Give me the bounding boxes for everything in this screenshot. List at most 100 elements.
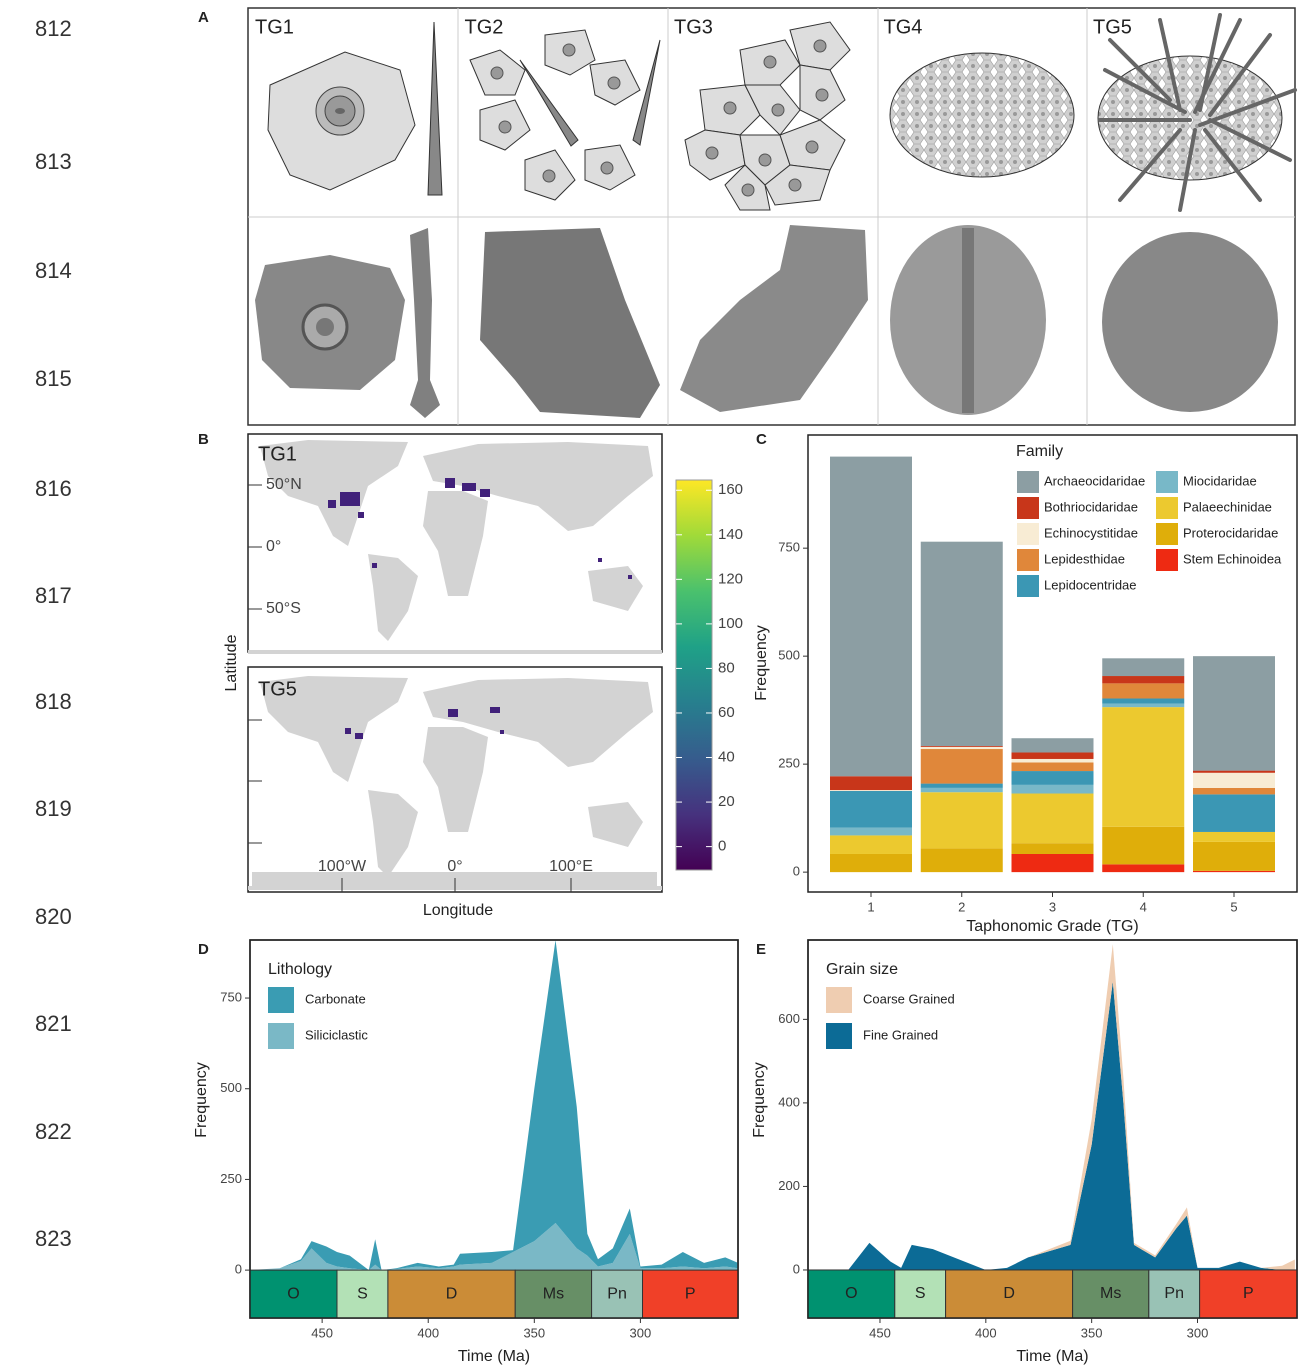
panel-label: B xyxy=(198,431,209,448)
legend-title: Family xyxy=(1016,443,1063,460)
legend-swatch xyxy=(1156,497,1178,519)
bar-segment xyxy=(1102,827,1184,865)
bar-segment xyxy=(1193,773,1275,788)
legend-swatch xyxy=(268,1023,294,1049)
legend-swatch xyxy=(1156,471,1178,493)
colorbar-label: 160 xyxy=(718,481,743,498)
bar-segment xyxy=(1102,676,1184,683)
legend-swatch xyxy=(1017,575,1039,597)
legend-label: Carbonate xyxy=(305,991,366,1006)
legend-label: Proterocidaridae xyxy=(1183,525,1278,540)
axis-title: Taphonomic Grade (TG) xyxy=(966,918,1139,935)
bar-segment xyxy=(1012,785,1094,794)
map-title: TG1 xyxy=(258,443,297,465)
y-tick-label: 400 xyxy=(778,1094,800,1109)
colorbar-label: 60 xyxy=(718,704,735,721)
line-number: 813 xyxy=(35,149,72,174)
legend-swatch xyxy=(1017,471,1039,493)
legend-label: Lepidocentridae xyxy=(1044,577,1137,592)
panel-label: D xyxy=(198,941,209,958)
line-number: 812 xyxy=(35,16,72,41)
bar-segment xyxy=(1193,771,1275,773)
bar-segment xyxy=(921,788,1003,792)
bar-segment xyxy=(1102,707,1184,827)
line-number: 822 xyxy=(35,1119,72,1144)
period-label: D xyxy=(446,1285,458,1302)
bar-segment xyxy=(830,457,912,777)
lat-label: 50°N xyxy=(266,476,302,493)
colorbar-label: 40 xyxy=(718,748,735,765)
legend-swatch xyxy=(1017,549,1039,571)
axis-title: Frequency xyxy=(751,1062,768,1138)
bar-segment xyxy=(1012,854,1094,872)
bar-segment xyxy=(921,749,1003,784)
y-tick-label: 250 xyxy=(220,1171,242,1186)
lat-label: 50°S xyxy=(266,600,301,617)
panel-a-illustrations xyxy=(248,8,1295,425)
lon-label: 100°E xyxy=(549,858,593,875)
y-tick-label: 0 xyxy=(793,1261,800,1276)
period-label: Ms xyxy=(1100,1285,1121,1302)
legend-swatch xyxy=(1017,497,1039,519)
legend-swatch xyxy=(268,987,294,1013)
bar-segment xyxy=(830,791,912,828)
axis-title: Time (Ma) xyxy=(458,1348,530,1365)
x-tick-label: 300 xyxy=(630,1325,652,1340)
bar-segment xyxy=(1193,788,1275,794)
legend-label: Bothriocidaridae xyxy=(1044,499,1138,514)
map-title: TG5 xyxy=(258,678,297,700)
legend-label: Stem Echinoidea xyxy=(1183,551,1282,566)
y-tick-label: 600 xyxy=(778,1011,800,1026)
legend-label: Coarse Grained xyxy=(863,991,955,1006)
period-label: P xyxy=(1243,1285,1254,1302)
bar-segment xyxy=(1193,794,1275,832)
grade-label: TG2 xyxy=(465,16,504,38)
bar-segment xyxy=(1193,656,1275,770)
axis-title: Longitude xyxy=(423,902,493,919)
bar-segment xyxy=(1012,771,1094,785)
axis-title: Frequency xyxy=(753,625,770,701)
x-tick-label: 1 xyxy=(867,899,874,914)
x-tick-label: 2 xyxy=(958,899,965,914)
bar-segment xyxy=(1012,752,1094,758)
bar-segment xyxy=(921,746,1003,747)
x-tick-label: 300 xyxy=(1187,1325,1209,1340)
bar-segment xyxy=(830,835,912,854)
line-number: 818 xyxy=(35,689,72,714)
x-tick-label: 350 xyxy=(523,1325,545,1340)
line-number: 817 xyxy=(35,583,72,608)
grade-label: TG5 xyxy=(1093,16,1132,38)
bar-segment xyxy=(830,776,912,790)
legend-swatch xyxy=(1156,549,1178,571)
legend-swatch xyxy=(826,987,852,1013)
bar-segment xyxy=(1193,832,1275,842)
bar-segment xyxy=(921,784,1003,788)
y-tick-label: 500 xyxy=(778,648,800,663)
continent xyxy=(248,650,662,654)
bar-segment xyxy=(1102,698,1184,703)
grade-label: TG4 xyxy=(884,16,923,38)
y-tick-label: 250 xyxy=(778,756,800,771)
lon-label: 100°W xyxy=(318,858,367,875)
legend-swatch xyxy=(1156,523,1178,545)
bar-segment xyxy=(1012,843,1094,854)
axis-title: Time (Ma) xyxy=(1016,1348,1088,1365)
line-number: 821 xyxy=(35,1011,72,1036)
x-tick-label: 5 xyxy=(1230,899,1237,914)
lat-label: 0° xyxy=(266,538,281,555)
bar-segment xyxy=(830,828,912,836)
panel-label: C xyxy=(756,431,767,448)
period-label: O xyxy=(287,1285,299,1302)
x-tick-label: 350 xyxy=(1081,1325,1103,1340)
bar-segment xyxy=(1102,683,1184,698)
line-number: 819 xyxy=(35,796,72,821)
x-tick-label: 3 xyxy=(1049,899,1056,914)
panel-label: A xyxy=(198,9,209,26)
bar-segment xyxy=(1102,658,1184,676)
period-label: Ms xyxy=(543,1285,564,1302)
y-tick-label: 500 xyxy=(220,1080,242,1095)
grade-label: TG3 xyxy=(674,16,713,38)
bar-segment xyxy=(1012,794,1094,844)
bar-segment xyxy=(921,542,1003,746)
line-number: 815 xyxy=(35,366,72,391)
